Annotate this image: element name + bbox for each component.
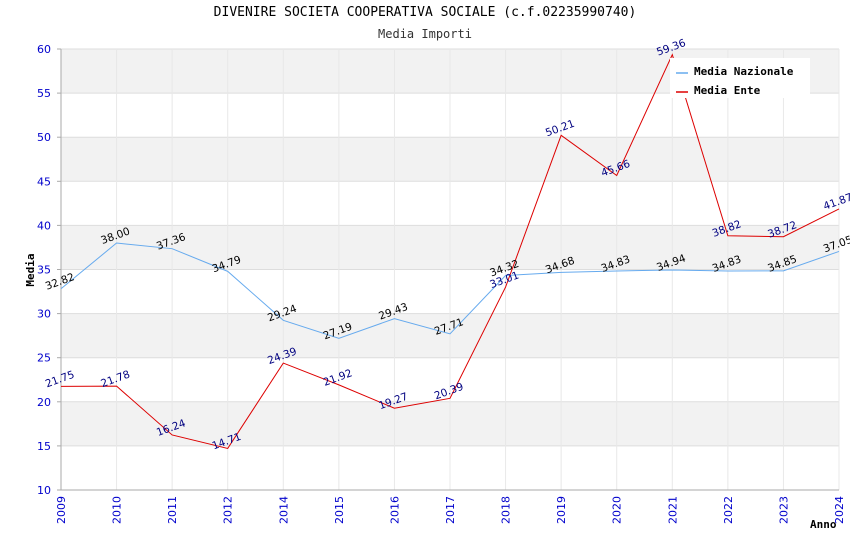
x-tick-label: 2024 [833, 496, 846, 524]
y-tick-label: 50 [37, 131, 51, 144]
series-lines [60, 53, 840, 450]
series-line-media-ente [60, 53, 840, 450]
x-tick-label: 2009 [55, 496, 68, 524]
x-tick-label: 2020 [611, 496, 624, 524]
y-tick-label: 30 [37, 308, 51, 321]
x-tick-label: 2022 [722, 496, 735, 524]
x-tick-label: 2012 [222, 496, 235, 524]
y-tick-label: 25 [37, 352, 51, 365]
x-tick-label: 2014 [277, 496, 290, 524]
x-tick-label: 2018 [500, 496, 513, 524]
y-tick-label: 60 [37, 43, 51, 56]
legend-label-media-nazionale: Media Nazionale [694, 65, 794, 78]
series-line-media-nazionale [60, 242, 840, 339]
x-tick-label: 2021 [666, 496, 679, 524]
chart-subtitle: Media Importi [378, 27, 472, 41]
y-tick-label: 10 [37, 484, 51, 497]
legend-box [670, 58, 810, 98]
x-tick-label: 2016 [388, 496, 401, 524]
y-tick-label: 20 [37, 396, 51, 409]
y-tick-label: 55 [37, 87, 51, 100]
x-tick-label: 2011 [166, 496, 179, 524]
y-tick-label: 45 [37, 175, 51, 188]
x-tick-label: 2015 [333, 496, 346, 524]
x-tick-label: 2010 [111, 496, 124, 524]
y-tick-label: 15 [37, 440, 51, 453]
y-tick-labels: 10 15 20 25 30 35 40 45 50 55 60 [37, 43, 61, 497]
x-tick-label: 2023 [777, 496, 790, 524]
legend-label-media-ente: Media Ente [694, 84, 761, 97]
chart-title: DIVENIRE SOCIETA COOPERATIVA SOCIALE (c.… [213, 5, 637, 20]
legend: Media Nazionale Media Ente [670, 58, 810, 98]
y-axis-label: Media [24, 253, 37, 286]
y-tick-label: 35 [37, 264, 51, 277]
x-tick-label: 2019 [555, 496, 568, 524]
x-tick-label: 2017 [444, 496, 457, 524]
x-tick-labels: 2009 2010 2011 2012 2014 2015 2016 2017 2018 2019… [55, 496, 846, 524]
x-axis-label: Anno [810, 518, 837, 531]
y-tick-label: 40 [37, 219, 51, 232]
